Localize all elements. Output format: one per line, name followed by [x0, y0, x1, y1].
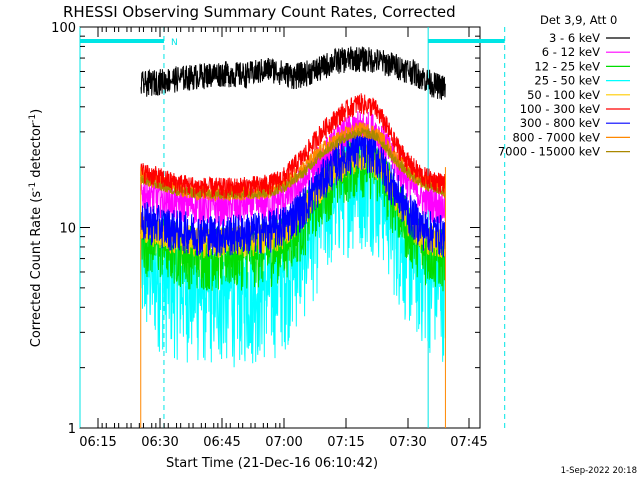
y-tick-label: 10: [59, 222, 76, 237]
y-label-mid: detector: [29, 122, 44, 182]
y-label-main: Corrected Count Rate (s: [29, 191, 44, 348]
x-tick-label: 07:00: [265, 435, 302, 450]
x-axis: 06:15 06:30 06:45 07:00 07:15 07:30 07:45: [79, 27, 488, 450]
x-tick-label: 06:45: [203, 435, 240, 450]
y-tick-label: 1: [68, 422, 76, 437]
legend-entry-label: 12 - 25 keV: [534, 59, 600, 73]
y-label-sup1: -1: [28, 182, 38, 191]
x-tick-label: 06:30: [141, 435, 178, 450]
series-line: [140, 93, 446, 199]
legend-entry-label: 100 - 300 keV: [520, 102, 600, 116]
x-axis-label: Start Time (21-Dec-16 06:10:42): [166, 456, 378, 471]
x-tick-label: 07:30: [389, 435, 426, 450]
series-line: [140, 46, 446, 100]
y-axis: 1 10 100: [51, 21, 480, 437]
y-tick-label: 100: [51, 21, 76, 36]
night-flag-label: N: [171, 38, 178, 48]
generation-timestamp: 1-Sep-2022 20:18: [561, 466, 637, 476]
plot-area: N: [79, 26, 506, 429]
legend-entry-label: 25 - 50 keV: [534, 74, 600, 88]
legend-entry-label: 7000 - 15000 keV: [498, 145, 600, 159]
x-tick-label: 07:45: [450, 435, 487, 450]
series-layer: [140, 46, 446, 428]
y-axis-label: Corrected Count Rate (s-1 detector-1): [28, 109, 44, 347]
y-label-sup2: -1: [28, 114, 38, 123]
y-label-end: ): [29, 109, 44, 114]
legend-entry-label: 3 - 6 keV: [549, 31, 600, 45]
legend-entry-label: 300 - 800 keV: [520, 116, 600, 130]
legend-entry-label: 6 - 12 keV: [542, 45, 600, 59]
legend-entry-label: 50 - 100 keV: [527, 88, 600, 102]
x-tick-label: 06:15: [79, 435, 116, 450]
chart-title: RHESSI Observing Summary Count Rates, Co…: [63, 3, 456, 21]
legend-entry-label: 800 - 7000 keV: [512, 130, 600, 144]
series-line: [140, 130, 446, 258]
legend-header: Det 3,9, Att 0: [540, 13, 617, 27]
x-tick-label: 07:15: [327, 435, 364, 450]
series-line: [140, 127, 446, 200]
